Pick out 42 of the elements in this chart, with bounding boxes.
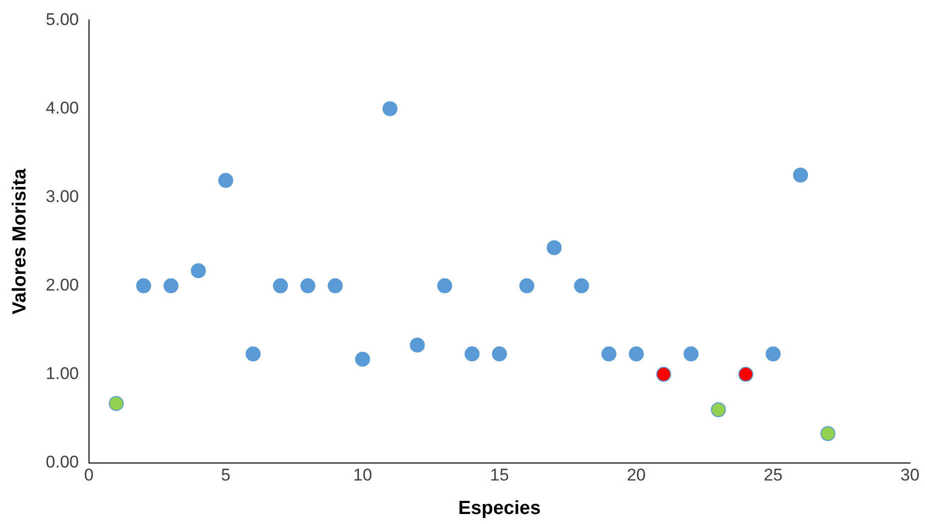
point [382, 101, 398, 116]
x-tick-label: 10 [353, 466, 372, 485]
point [793, 168, 808, 183]
x-tick-label: 5 [221, 466, 230, 485]
point [684, 346, 699, 362]
point [546, 240, 562, 256]
y-tick-label: 1.00 [46, 364, 79, 383]
point [820, 426, 836, 442]
point [136, 278, 152, 294]
point [272, 278, 288, 294]
x-tick-label: 20 [626, 466, 646, 485]
y-axis-title: Valores Morisita [10, 168, 31, 314]
y-tick-label: 0.00 [46, 452, 79, 472]
point [355, 352, 370, 367]
point [190, 263, 206, 278]
y-tick-label: 4.00 [46, 98, 79, 118]
point [519, 278, 534, 294]
point [710, 402, 726, 418]
point [300, 278, 316, 294]
point [218, 172, 234, 188]
point [464, 346, 480, 362]
point [246, 346, 261, 362]
point [738, 366, 754, 382]
point [328, 278, 343, 294]
point [108, 396, 124, 411]
x-tick-label: 30 [900, 466, 920, 485]
x-tick-label: 0 [84, 466, 94, 485]
point [656, 366, 672, 382]
point [601, 346, 616, 362]
y-tick-label: 3.00 [46, 186, 79, 206]
x-tick-label: 15 [490, 466, 509, 485]
point [574, 278, 590, 294]
y-tick-label: 2.00 [46, 275, 79, 294]
x-tick-label: 25 [764, 466, 783, 485]
point [164, 278, 178, 294]
point [437, 278, 452, 294]
point [410, 338, 425, 353]
point [628, 346, 644, 362]
x-axis-title: Especies [458, 498, 541, 519]
y-tick-label: 5.00 [46, 10, 79, 29]
point [492, 346, 507, 362]
point [766, 346, 781, 362]
